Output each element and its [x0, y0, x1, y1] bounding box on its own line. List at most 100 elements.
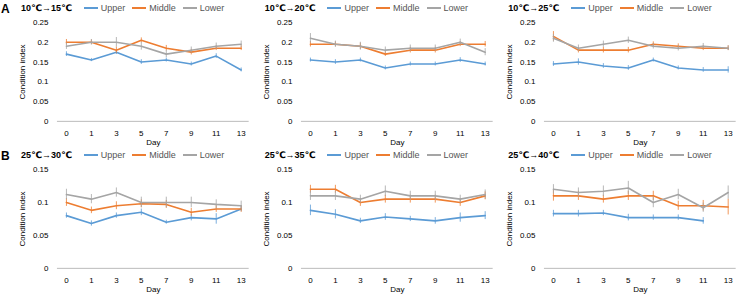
html-text:Upper: Upper: [588, 3, 613, 13]
svg-text:3: 3: [114, 129, 119, 138]
svg-text:0: 0: [308, 276, 313, 285]
svg-text:0.2: 0.2: [37, 38, 49, 47]
svg-text:0.05: 0.05: [520, 97, 536, 106]
svg-text:13: 13: [724, 276, 733, 285]
svg-text:0.2: 0.2: [525, 38, 537, 47]
svg-text:11: 11: [456, 129, 465, 138]
svg-text:0.1: 0.1: [37, 77, 49, 86]
svg-text:1: 1: [89, 129, 94, 138]
html-text:10℃→25℃: 10℃→25℃: [508, 3, 560, 13]
svg-text:13: 13: [480, 276, 489, 285]
svg-text:0.15: 0.15: [277, 58, 293, 67]
svg-text:3: 3: [358, 129, 363, 138]
svg-text:0.15: 0.15: [33, 165, 49, 174]
html-text:10℃→15℃: 10℃→15℃: [21, 3, 72, 13]
svg-text:1: 1: [577, 129, 582, 138]
svg-text:Condition index: Condition index: [506, 44, 515, 99]
svg-text:11: 11: [212, 276, 221, 285]
svg-text:11: 11: [456, 276, 465, 285]
svg-text:7: 7: [164, 276, 169, 285]
svg-text:0.1: 0.1: [525, 77, 537, 86]
svg-text:1: 1: [333, 129, 338, 138]
svg-text:13: 13: [237, 276, 246, 285]
svg-text:9: 9: [433, 276, 438, 285]
svg-text:0.05: 0.05: [33, 97, 49, 106]
svg-text:0: 0: [288, 117, 293, 126]
svg-text:9: 9: [676, 129, 681, 138]
svg-text:5: 5: [139, 276, 144, 285]
svg-text:0: 0: [308, 129, 313, 138]
svg-text:Day: Day: [390, 285, 404, 293]
svg-text:5: 5: [626, 276, 631, 285]
svg-text:5: 5: [383, 276, 388, 285]
svg-text:0: 0: [44, 117, 49, 126]
html-text:Middle: Middle: [393, 3, 420, 13]
svg-text:0.15: 0.15: [520, 58, 536, 67]
svg-text:0.1: 0.1: [525, 198, 537, 207]
svg-text:Day: Day: [146, 285, 160, 293]
svg-text:9: 9: [189, 276, 194, 285]
svg-text:3: 3: [358, 276, 363, 285]
svg-text:0.15: 0.15: [277, 165, 293, 174]
svg-text:0.2: 0.2: [281, 38, 293, 47]
svg-text:3: 3: [114, 276, 119, 285]
svg-text:13: 13: [724, 129, 733, 138]
svg-text:Day: Day: [146, 138, 160, 146]
svg-text:1: 1: [89, 276, 94, 285]
svg-text:7: 7: [408, 276, 413, 285]
svg-text:Condition index: Condition index: [506, 191, 515, 246]
svg-text:0: 0: [288, 264, 293, 273]
svg-text:5: 5: [383, 129, 388, 138]
svg-text:0.1: 0.1: [281, 77, 293, 86]
svg-text:0: 0: [531, 264, 536, 273]
svg-text:0: 0: [44, 264, 49, 273]
html-text:Middle: Middle: [149, 3, 176, 13]
svg-text:0.1: 0.1: [281, 198, 293, 207]
svg-text:Condition index: Condition index: [262, 44, 271, 99]
svg-text:9: 9: [189, 129, 194, 138]
svg-text:7: 7: [408, 129, 413, 138]
svg-text:3: 3: [601, 129, 606, 138]
svg-text:0: 0: [531, 117, 536, 126]
svg-text:0.15: 0.15: [33, 58, 49, 67]
svg-text:0.05: 0.05: [33, 231, 49, 240]
svg-text:7: 7: [651, 129, 656, 138]
svg-text:9: 9: [433, 129, 438, 138]
svg-text:11: 11: [699, 276, 708, 285]
svg-text:5: 5: [139, 129, 144, 138]
svg-text:5: 5: [626, 129, 631, 138]
html-text:Upper: Upper: [344, 3, 369, 13]
svg-text:0: 0: [64, 129, 69, 138]
svg-text:0.25: 0.25: [33, 18, 49, 27]
svg-text:1: 1: [333, 276, 338, 285]
svg-text:11: 11: [212, 129, 221, 138]
svg-text:1: 1: [577, 276, 582, 285]
svg-text:13: 13: [237, 129, 246, 138]
svg-text:Condition index: Condition index: [262, 191, 271, 246]
svg-text:Condition index: Condition index: [18, 44, 27, 99]
svg-text:0.1: 0.1: [37, 198, 49, 207]
svg-text:0: 0: [64, 276, 69, 285]
svg-text:7: 7: [164, 129, 169, 138]
svg-text:0.05: 0.05: [277, 231, 293, 240]
svg-text:3: 3: [601, 276, 606, 285]
html-text:10℃→20℃: 10℃→20℃: [264, 3, 316, 13]
svg-text:Day: Day: [634, 285, 648, 293]
svg-text:0: 0: [552, 276, 557, 285]
html-text:Upper: Upper: [100, 3, 126, 13]
svg-text:Day: Day: [634, 138, 648, 146]
svg-text:7: 7: [651, 276, 656, 285]
svg-text:Day: Day: [390, 138, 404, 146]
svg-text:0.05: 0.05: [520, 231, 536, 240]
svg-text:13: 13: [480, 129, 489, 138]
svg-text:0: 0: [552, 129, 557, 138]
svg-text:0.25: 0.25: [520, 18, 536, 27]
svg-text:11: 11: [699, 129, 708, 138]
svg-text:9: 9: [676, 276, 681, 285]
svg-text:0.25: 0.25: [277, 18, 293, 27]
svg-text:0.15: 0.15: [520, 165, 536, 174]
svg-text:Condition index: Condition index: [18, 191, 27, 246]
svg-text:0.05: 0.05: [277, 97, 293, 106]
html-text:Lower: Lower: [443, 3, 468, 13]
html-text:Lower: Lower: [199, 3, 225, 13]
